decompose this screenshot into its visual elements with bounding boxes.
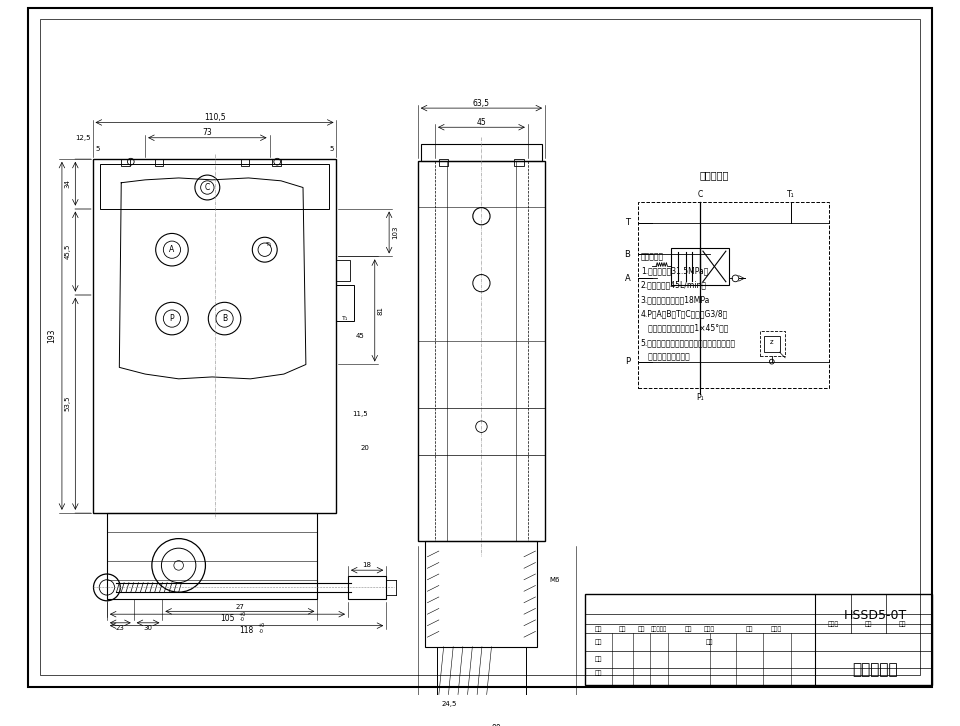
Bar [418,160,545,542]
Text: 5: 5 [95,146,100,152]
Text: C: C [697,189,703,199]
Bar [420,144,542,160]
Text: 90: 90 [492,724,502,726]
Text: 45: 45 [356,333,365,339]
Text: 左方平面处倒棱孔口前1×45°角。: 左方平面处倒棱孔口前1×45°角。 [640,324,728,333]
Text: 30: 30 [144,624,153,631]
Text: 45: 45 [476,118,487,127]
Bar [348,576,386,599]
Bar [107,513,318,599]
Bar [437,647,526,695]
Text: P: P [625,357,630,366]
Text: T₁: T₁ [342,316,348,321]
Text: 技术参数：: 技术参数： [640,252,664,261]
Text: 标记: 标记 [595,627,602,632]
Text: +0
-0: +0 -0 [257,623,265,634]
Text: 年月日: 年月日 [704,627,715,632]
Text: 签名: 签名 [746,627,754,632]
Text: 更改文件号: 更改文件号 [651,627,667,632]
Text: 阶段: 阶段 [865,621,873,627]
Bar [515,159,524,166]
Text: 设计: 设计 [595,639,602,645]
Text: 20: 20 [361,445,370,451]
Text: 5.阀体表面氧化处理，安全阀及连接法兰件，: 5.阀体表面氧化处理，安全阀及连接法兰件， [640,338,736,347]
Text: 118: 118 [239,626,253,635]
Text: T₁: T₁ [266,242,273,248]
Text: 审核: 审核 [595,656,602,662]
Bar [273,159,281,166]
Text: 34: 34 [64,179,70,188]
Text: +0
-0: +0 -0 [238,612,246,622]
Text: P₁: P₁ [696,393,704,402]
Bar [671,248,700,285]
Text: T₁: T₁ [787,189,795,199]
Text: 103: 103 [392,226,397,240]
Bar [439,159,448,166]
Text: 重量: 重量 [900,621,906,627]
Text: HSSD5-0T: HSSD5-0T [844,608,907,621]
Text: 签名: 签名 [684,627,692,632]
Text: 11,5: 11,5 [352,411,369,417]
Bar [337,260,349,281]
Text: A: A [624,274,630,283]
Text: 24,5: 24,5 [442,701,457,707]
Text: 3.安全阀调定压力：18MPa: 3.安全阀调定压力：18MPa [640,295,710,304]
Text: 27: 27 [235,603,244,610]
Bar [425,542,538,647]
Text: M6: M6 [550,576,561,583]
Text: 81: 81 [377,306,383,315]
Text: 23: 23 [116,624,125,631]
Bar [100,163,329,208]
Text: 53,5: 53,5 [64,396,70,412]
Text: T: T [625,219,630,227]
Text: 液压原理图: 液压原理图 [700,170,729,180]
Text: 一联多路阀: 一联多路阀 [852,662,898,677]
Text: B: B [624,250,630,259]
Text: 193: 193 [47,329,57,343]
Text: 分区: 分区 [638,627,645,632]
Text: 63,5: 63,5 [473,99,490,108]
Text: 18: 18 [363,563,372,568]
Text: P: P [170,314,175,323]
Text: A: A [169,245,175,254]
Text: 2.额定流量：45L/min；: 2.额定流量：45L/min； [640,280,707,290]
Bar [92,159,337,513]
Text: 1.额定压力：31.5MPa；: 1.额定压力：31.5MPa； [640,266,708,275]
Text: 工艺: 工艺 [595,671,602,677]
Bar [637,202,829,388]
Text: 文面颜色为根本色。: 文面颜色为根本色。 [640,352,689,362]
Bar [241,159,250,166]
Text: 110,5: 110,5 [204,113,226,122]
Text: 批准: 批准 [706,639,713,645]
Bar [764,336,780,352]
Text: 45,5: 45,5 [64,244,70,259]
Bar [155,159,163,166]
Text: 12,5: 12,5 [75,135,90,141]
Text: 5: 5 [329,146,334,152]
Text: 105: 105 [220,614,234,624]
Text: C: C [204,183,210,192]
Bar [586,594,931,685]
Text: B: B [222,314,228,323]
Text: z: z [770,340,774,346]
Bar [337,285,353,322]
Bar [760,331,785,356]
Text: 年月日: 年月日 [771,627,782,632]
Bar [700,248,729,285]
Bar [121,159,130,166]
Text: 73: 73 [203,129,212,137]
Text: 4.P、A、B、T、C接口为G3/8，: 4.P、A、B、T、C接口为G3/8， [640,309,728,318]
Text: 标准化: 标准化 [828,621,839,627]
Text: 处数: 处数 [619,627,626,632]
